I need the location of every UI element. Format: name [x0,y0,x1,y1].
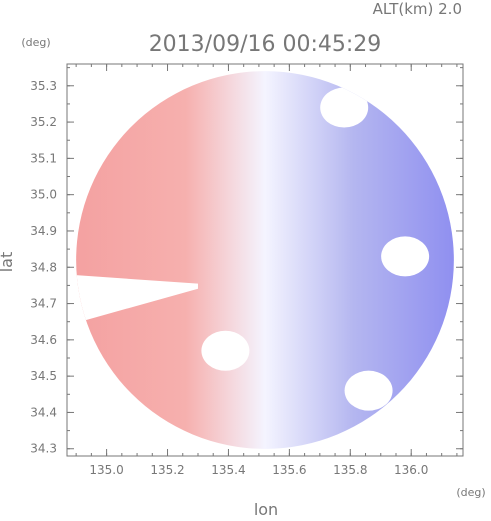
chart-title: 2013/09/16 00:45:29 [149,32,382,57]
y-tick-label: 35.3 [30,79,57,93]
y-axis-label: lat [0,252,16,273]
y-tick-label: 34.8 [30,260,57,274]
y-tick-label: 35.1 [30,151,57,165]
y-tick-label: 34.3 [30,442,57,456]
x-axis: 135.0 135.2 135.4 135.6 135.8 136.0 [75,64,458,477]
y-tick-label: 35.0 [30,188,57,202]
no-data-region [320,87,369,128]
y-tick-label: 34.5 [30,369,57,383]
y-tick-label: 34.4 [30,405,57,419]
x-tick-label: 135.0 [89,463,123,477]
x-tick-label: 135.2 [150,463,184,477]
y-tick-label: 35.2 [30,115,57,129]
altitude-label: ALT(km) 2.0 [373,0,462,18]
x-tick-label: 135.4 [211,463,245,477]
plot-frame [66,63,464,457]
y-tick-label: 34.9 [30,224,57,238]
x-axis-label: lon [254,500,278,519]
x-tick-label: 135.8 [333,463,367,477]
x-tick-label: 136.0 [394,463,428,477]
plot-area [76,71,454,449]
no-data-regions [76,87,430,411]
no-data-region [344,370,393,411]
x-tick-label: 135.6 [272,463,306,477]
y-tick-label: 34.6 [30,333,57,347]
x-axis-unit: (deg) [456,486,485,499]
no-data-region [76,274,198,326]
radar-field [76,71,454,449]
y-axis-unit: (deg) [21,36,50,49]
no-data-region [381,236,430,277]
no-data-region [201,330,250,371]
y-axis: 34.3 34.4 34.5 34.6 34.7 34.8 34.9 35.0 35.1 35.2… [30,67,463,456]
y-tick-label: 34.7 [30,297,57,311]
